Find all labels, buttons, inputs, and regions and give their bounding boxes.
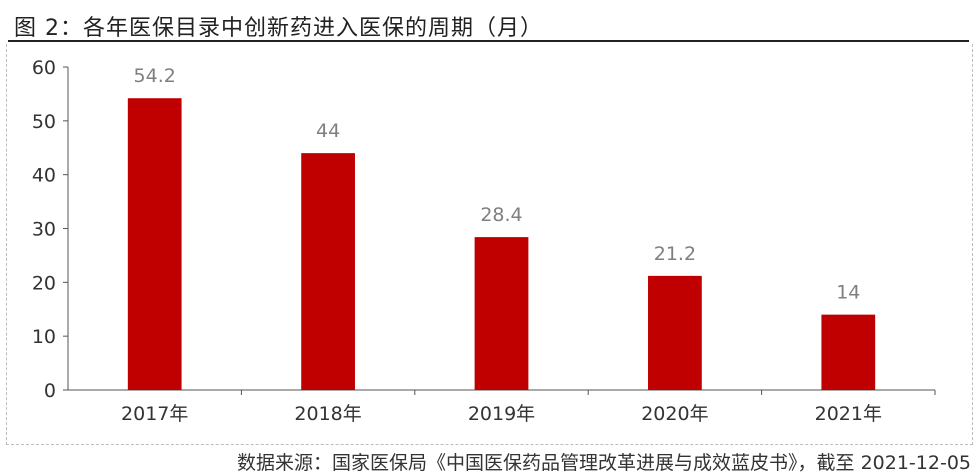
bar bbox=[474, 237, 529, 390]
data-label: 14 bbox=[836, 282, 860, 304]
x-tick-label: 2021年 bbox=[815, 403, 882, 425]
bar bbox=[301, 153, 355, 390]
y-tick-label: 50 bbox=[32, 111, 56, 133]
title-bar: 图 2：各年医保目录中创新药进入医保的周期（月） bbox=[8, 6, 969, 42]
y-tick-label: 40 bbox=[32, 165, 56, 187]
bar bbox=[127, 98, 182, 391]
y-tick-label: 10 bbox=[32, 326, 56, 348]
y-tick-label: 0 bbox=[44, 380, 56, 402]
y-tick-label: 20 bbox=[32, 272, 56, 294]
x-tick-label: 2017年 bbox=[121, 403, 188, 425]
x-tick-label: 2020年 bbox=[641, 403, 708, 425]
plot-frame bbox=[6, 44, 973, 445]
x-tick-label: 2019年 bbox=[468, 403, 535, 425]
y-tick-label: 60 bbox=[32, 57, 56, 79]
y-tick-label: 30 bbox=[32, 219, 56, 241]
chart-title: 图 2：各年医保目录中创新药进入医保的周期（月） bbox=[14, 16, 543, 41]
data-label: 21.2 bbox=[654, 243, 696, 265]
source-note: 数据来源：国家医保局《中国医保药品管理改革进展与成效蓝皮书》，截至 2021-1… bbox=[237, 452, 971, 474]
data-label: 44 bbox=[316, 120, 340, 142]
data-label: 54.2 bbox=[134, 65, 176, 87]
bar bbox=[821, 314, 876, 390]
bar bbox=[648, 275, 702, 390]
x-tick-label: 2018年 bbox=[294, 403, 361, 425]
data-label: 28.4 bbox=[480, 204, 522, 226]
